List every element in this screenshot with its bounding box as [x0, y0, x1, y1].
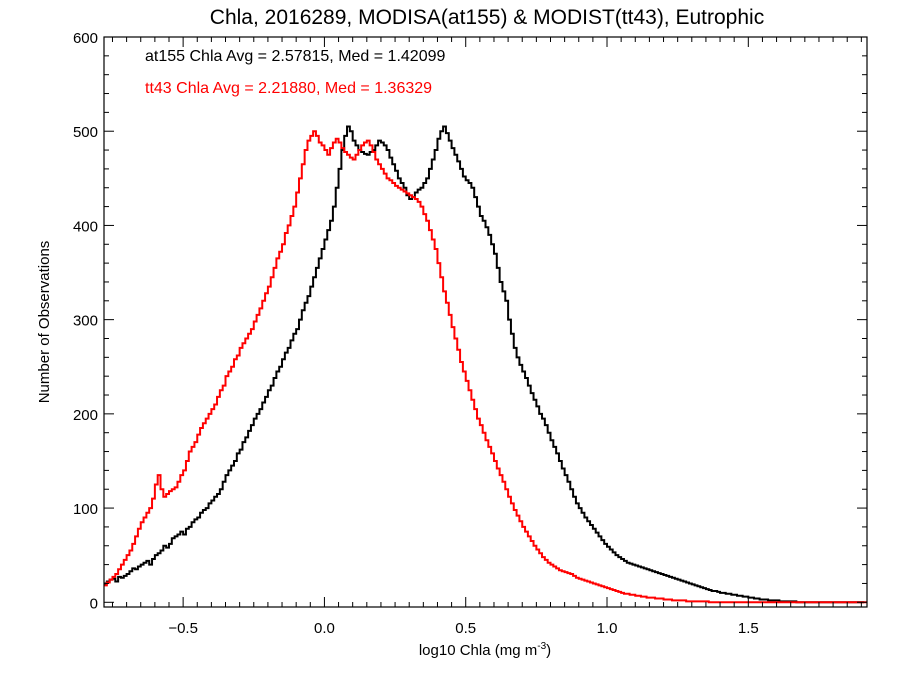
plot-area	[104, 125, 867, 604]
series-1-histogram-line	[104, 130, 867, 604]
x-axis-label-main: log10 Chla (mg m	[419, 642, 537, 659]
y-tick-label: 200	[73, 407, 98, 424]
x-tick-label: 1.5	[738, 620, 759, 637]
x-tick-label: 1.0	[597, 620, 618, 637]
x-tick-label: 0.5	[455, 620, 476, 637]
plot-frame	[103, 36, 868, 608]
x-axis-label-superscript: -3	[537, 641, 546, 652]
y-tick-label: 300	[73, 313, 98, 330]
y-tick-label: 0	[90, 595, 98, 612]
annotation-at155-stats: at155 Chla Avg = 2.57815, Med = 1.42099	[145, 48, 445, 65]
annotation-tt43-stats: tt43 Chla Avg = 2.21880, Med = 1.36329	[145, 80, 432, 97]
chart-title: Chla, 2016289, MODISA(at155) & MODIST(tt…	[210, 6, 764, 29]
y-axis-label: Number of Observations	[36, 241, 53, 404]
y-tick-label: 600	[73, 30, 98, 47]
x-axis-label-end: )	[546, 642, 551, 659]
y-tick-label: 500	[73, 124, 98, 141]
x-tick-label: −0.5	[168, 620, 198, 637]
axes: −0.5 0.0 0.5 1.0 1.5 0 100 200 300 400 500 600	[73, 30, 868, 637]
series-0-histogram-line	[104, 125, 865, 604]
y-tick-label: 100	[73, 501, 98, 518]
y-tick-label: 400	[73, 218, 98, 235]
x-tick-label: 0.0	[314, 620, 335, 637]
x-axis-label: log10 Chla (mg m-3)	[419, 641, 551, 659]
